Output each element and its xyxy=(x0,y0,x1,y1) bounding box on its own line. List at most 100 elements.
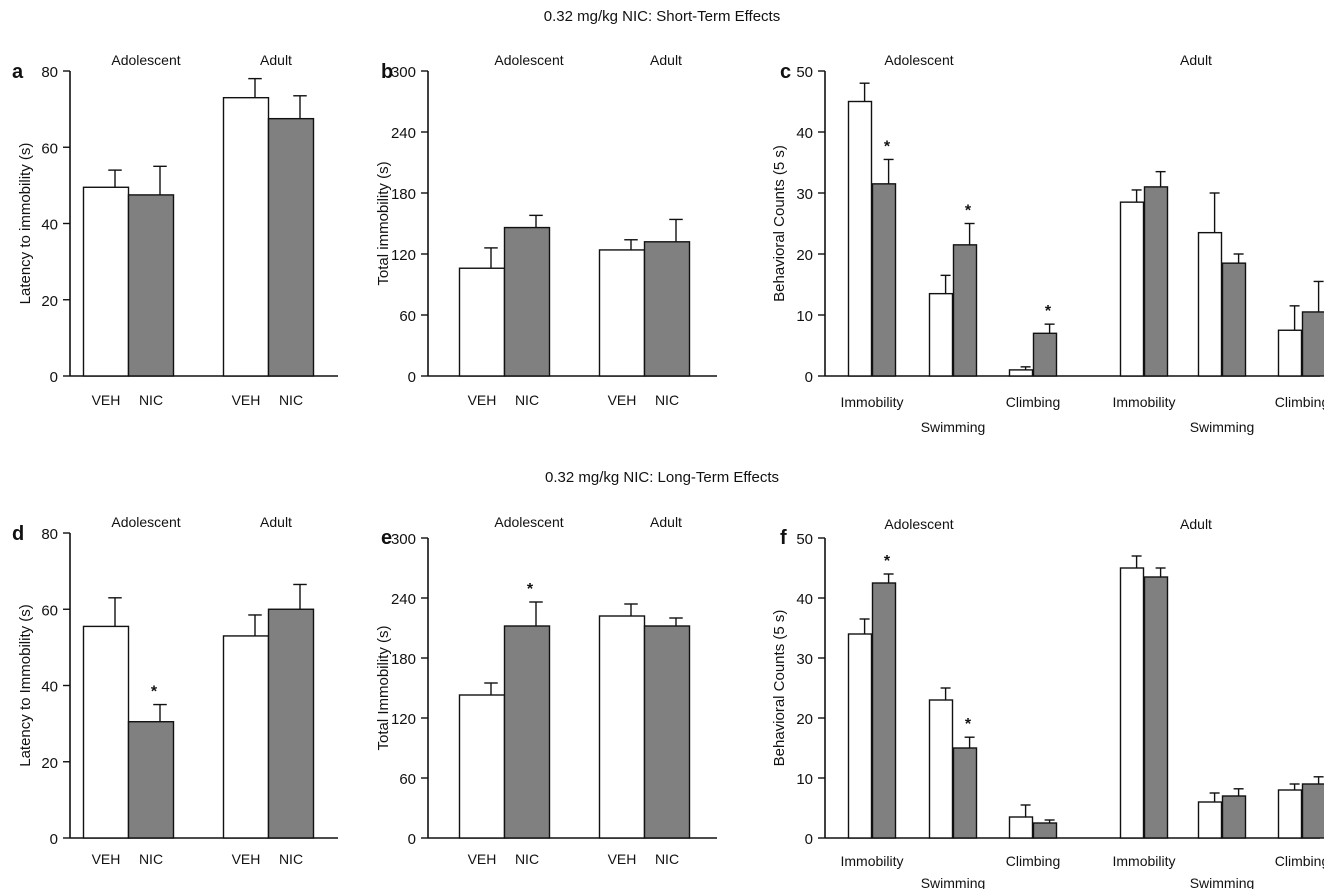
y-tick-label-c: 40 xyxy=(796,125,813,142)
y-tick-label-b: 0 xyxy=(408,369,416,386)
x-tick-label-e: VEH xyxy=(468,851,497,867)
group-label-c: Adult xyxy=(1180,52,1212,68)
y-tick-label-b: 120 xyxy=(391,247,416,264)
bar-f-veh xyxy=(1197,801,1223,839)
y-tick-label-c: 50 xyxy=(796,64,813,81)
y-tick-label-e: 180 xyxy=(391,651,416,668)
bar-b-veh xyxy=(598,249,646,377)
x-category-label-f: Swimming xyxy=(1190,875,1255,889)
y-axis-label-b: Total immobility (s) xyxy=(375,161,392,285)
bar-b-nic xyxy=(643,241,691,377)
row-title-short-term: 0.32 mg/kg NIC: Short-Term Effects xyxy=(543,8,781,25)
bar-c-nic xyxy=(952,244,978,377)
group-label-d: Adolescent xyxy=(111,514,180,530)
x-tick-label-a: VEH xyxy=(92,392,121,408)
y-tick-label-d: 40 xyxy=(41,679,58,696)
bar-d-nic xyxy=(127,721,175,839)
y-tick-label-c: 30 xyxy=(796,186,813,203)
y-tick-label-f: 20 xyxy=(796,711,813,728)
bar-f-nic xyxy=(952,747,978,839)
x-category-label-c: Climbing xyxy=(1275,394,1324,410)
group-label-f: Adolescent xyxy=(884,516,953,532)
bar-f-nic xyxy=(1221,795,1247,839)
bar-e-veh xyxy=(458,694,506,839)
y-tick-label-f: 10 xyxy=(796,771,813,788)
y-tick-label-f: 40 xyxy=(796,591,813,608)
panel-label-c: c xyxy=(780,61,791,83)
y-tick-label-e: 120 xyxy=(391,711,416,728)
bar-c-veh xyxy=(1197,231,1223,377)
x-category-label-c: Swimming xyxy=(921,419,986,435)
x-category-label-c: Immobility xyxy=(840,394,903,410)
x-tick-label-b: VEH xyxy=(468,392,497,408)
x-category-label-c: Climbing xyxy=(1006,394,1060,410)
bar-c-veh xyxy=(1277,329,1303,377)
y-tick-label-d: 0 xyxy=(50,831,58,848)
group-label-c: Adolescent xyxy=(884,52,953,68)
bar-a-veh xyxy=(222,96,270,377)
y-tick-label-c: 20 xyxy=(796,247,813,264)
x-tick-label-b: NIC xyxy=(655,392,679,408)
significance-star-c: * xyxy=(1045,303,1052,320)
group-label-e: Adolescent xyxy=(494,514,563,530)
bar-f-veh xyxy=(1008,816,1034,839)
bar-e-nic xyxy=(503,625,551,839)
y-axis-label-a: Latency to immobility (s) xyxy=(17,143,34,305)
significance-star-c: * xyxy=(884,138,891,155)
y-tick-label-b: 240 xyxy=(391,125,416,142)
bar-d-veh xyxy=(222,635,270,839)
bar-e-veh xyxy=(598,615,646,839)
x-category-label-f: Immobility xyxy=(1112,853,1175,869)
bar-d-veh xyxy=(82,625,130,839)
bar-f-nic xyxy=(1301,783,1324,839)
bar-a-nic xyxy=(267,117,315,377)
bar-c-nic xyxy=(1032,332,1058,377)
bar-c-veh xyxy=(1008,369,1034,377)
x-category-label-f: Climbing xyxy=(1006,853,1060,869)
bar-a-nic xyxy=(127,194,175,377)
group-label-b: Adult xyxy=(650,52,682,68)
bar-c-nic xyxy=(1143,186,1169,377)
significance-star-f: * xyxy=(965,716,972,733)
y-tick-label-a: 80 xyxy=(41,64,58,81)
x-tick-label-e: NIC xyxy=(655,851,679,867)
panel-label-b: b xyxy=(381,61,393,83)
x-tick-label-a: VEH xyxy=(232,392,261,408)
y-tick-label-f: 0 xyxy=(805,831,813,848)
panel-label-e: e xyxy=(381,527,392,549)
x-category-label-c: Immobility xyxy=(1112,394,1175,410)
bar-a-veh xyxy=(82,186,130,377)
significance-star-e: * xyxy=(527,581,534,598)
x-tick-label-e: NIC xyxy=(515,851,539,867)
x-category-label-c: Swimming xyxy=(1190,419,1255,435)
y-tick-label-d: 60 xyxy=(41,602,58,619)
y-tick-label-a: 0 xyxy=(50,369,58,386)
y-tick-label-d: 80 xyxy=(41,526,58,543)
y-tick-label-c: 10 xyxy=(796,308,813,325)
x-tick-label-a: NIC xyxy=(139,392,163,408)
y-tick-label-e: 300 xyxy=(391,531,416,548)
x-tick-label-d: NIC xyxy=(279,851,303,867)
bar-f-veh xyxy=(847,633,873,839)
bar-f-veh xyxy=(928,699,954,839)
y-tick-label-a: 20 xyxy=(41,293,58,310)
y-axis-label-d: Latency to Immobility (s) xyxy=(17,604,34,767)
y-axis-label-c: Behavioral Counts (5 s) xyxy=(771,145,788,302)
x-category-label-f: Immobility xyxy=(840,853,903,869)
bar-d-nic xyxy=(267,608,315,839)
group-label-a: Adolescent xyxy=(111,52,180,68)
y-axis-label-f: Behavioral Counts (5 s) xyxy=(771,610,788,767)
panel-label-f: f xyxy=(780,527,787,549)
x-category-label-f: Swimming xyxy=(921,875,986,889)
x-tick-label-d: VEH xyxy=(232,851,261,867)
x-tick-label-a: NIC xyxy=(279,392,303,408)
group-label-d: Adult xyxy=(260,514,292,530)
x-tick-label-b: NIC xyxy=(515,392,539,408)
bar-c-nic xyxy=(871,183,897,377)
bar-b-veh xyxy=(458,267,506,377)
bar-c-veh xyxy=(1119,201,1145,377)
bar-c-veh xyxy=(847,100,873,377)
bar-b-nic xyxy=(503,226,551,377)
y-tick-label-d: 20 xyxy=(41,755,58,772)
